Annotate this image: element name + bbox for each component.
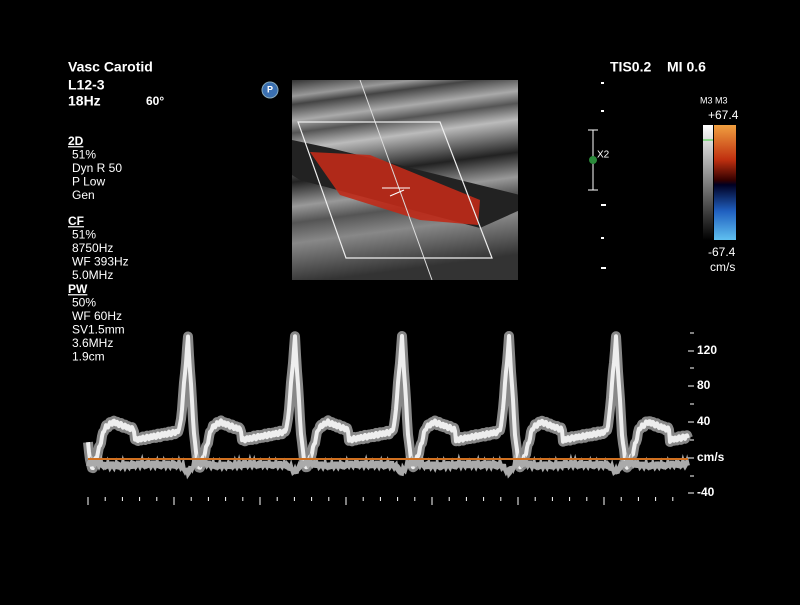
time-ticks <box>87 497 674 505</box>
cursor-line <box>359 80 433 280</box>
param-line: 51% <box>72 228 96 242</box>
param-line: Gen <box>72 188 95 202</box>
param-line: 5.0MHz <box>72 268 113 282</box>
badge: P <box>267 84 273 94</box>
dot <box>601 82 604 84</box>
scale-label: cm/s <box>697 450 725 464</box>
dot <box>601 237 604 239</box>
color-bar: M3 M3 +67.4 -67.4 cm/s <box>700 95 739 274</box>
color-map: M3 M3 <box>700 95 728 105</box>
param-title: PW <box>68 282 88 296</box>
param-line: 3.6MHz <box>72 336 113 350</box>
scale-label: 40 <box>697 414 711 428</box>
scale-label: 120 <box>697 343 717 357</box>
color-strip <box>714 125 736 240</box>
probe: L12-3 <box>68 77 105 93</box>
param-title: CF <box>68 214 84 228</box>
dot <box>601 267 606 269</box>
color-unit: cm/s <box>710 260 735 274</box>
scale-label: -40 <box>697 485 715 499</box>
scale-label: 80 <box>697 378 711 392</box>
zoom: X2 <box>597 150 610 161</box>
b-mode-image <box>292 80 518 280</box>
dot <box>601 204 606 206</box>
param-line: P Low <box>72 175 105 189</box>
color-max: +67.4 <box>708 108 739 122</box>
velocity-scale: 120 80 40 cm/s -40 <box>688 332 725 499</box>
param-line: 8750Hz <box>72 241 113 255</box>
preset: Vasc Carotid <box>68 59 153 75</box>
frame-rate: 18Hz <box>68 93 101 109</box>
color-box <box>297 121 493 259</box>
param-line: WF 393Hz <box>72 255 129 269</box>
doppler-spectrum <box>83 331 693 480</box>
spectrum-mirror <box>86 451 690 480</box>
param-line: Dyn R 50 <box>72 161 122 175</box>
spectrum-envelope <box>83 331 693 474</box>
gate <box>389 189 405 197</box>
gray-strip <box>703 125 713 240</box>
dot <box>601 110 604 112</box>
spectrum-core <box>86 334 690 471</box>
param-line: SV1.5mm <box>72 323 125 337</box>
focus <box>589 156 597 164</box>
param-line: 50% <box>72 296 96 310</box>
mechanical-index: MI 0.6 <box>667 59 706 75</box>
angle: 60° <box>146 94 164 108</box>
param-line: 1.9cm <box>72 350 105 364</box>
param-line: 51% <box>72 148 96 162</box>
param-line: WF 60Hz <box>72 309 122 323</box>
badge-icon <box>261 81 279 99</box>
color-min: -67.4 <box>708 245 736 259</box>
param-title: 2D <box>68 134 84 148</box>
thermal-index: TIS0.2 <box>610 59 651 75</box>
depth-scale: X2 <box>588 82 610 269</box>
